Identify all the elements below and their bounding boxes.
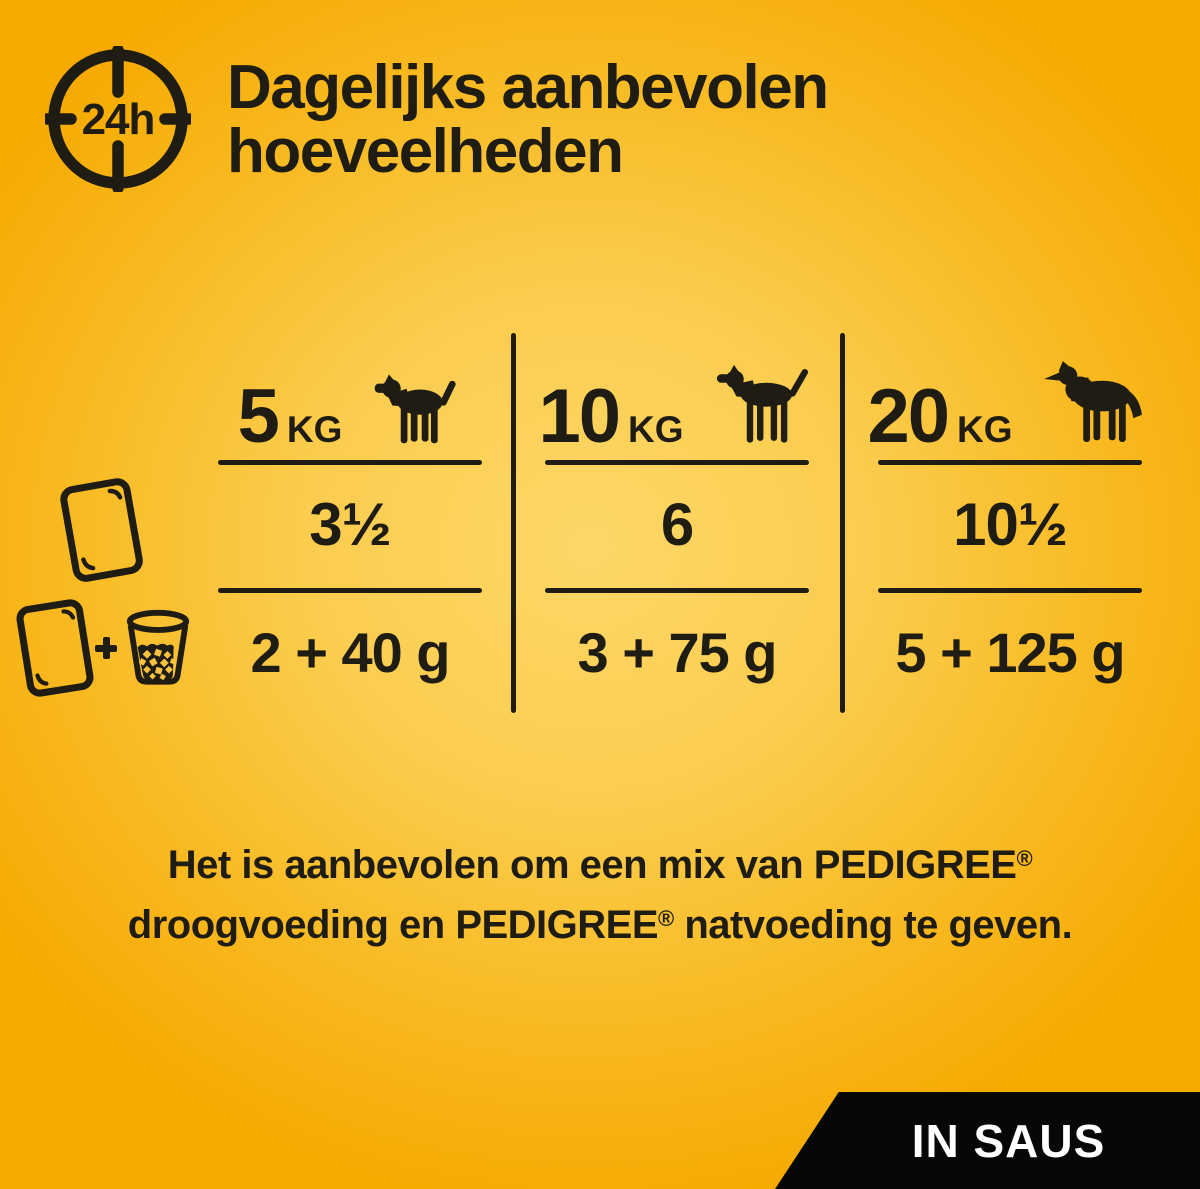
pouches-per-day-value: 10½ bbox=[953, 490, 1068, 558]
weight-value: 20 bbox=[867, 373, 950, 459]
medium-dog-icon bbox=[716, 364, 808, 443]
pouches-per-day-value: 6 bbox=[660, 490, 694, 558]
weight-unit: KG bbox=[286, 408, 343, 450]
row-divider bbox=[878, 588, 1142, 593]
banner-label: IN SAUS bbox=[911, 1114, 1106, 1167]
column-divider bbox=[840, 333, 845, 713]
registered-mark: ® bbox=[658, 905, 674, 931]
page-title: Dagelijks aanbevolen hoeveelheden bbox=[227, 53, 829, 186]
plus-icon bbox=[95, 637, 117, 659]
clock-dial-icon bbox=[45, 46, 191, 192]
24h-clock-icon: 24h bbox=[45, 46, 191, 192]
registered-mark: ® bbox=[1016, 845, 1033, 871]
header-underline bbox=[545, 460, 809, 465]
measuring-cup-icon bbox=[126, 609, 190, 685]
title-line-1: Dagelijks aanbevolen bbox=[227, 53, 829, 122]
footnote-text: Het is aanbevolen om een mix van PEDIGRE… bbox=[0, 838, 1200, 958]
pouches-per-day-value: 3½ bbox=[309, 490, 391, 558]
brand-name: PEDIGREE bbox=[455, 903, 659, 947]
pouch-icon bbox=[16, 599, 94, 697]
pouch-plus-measuring-cup-icons bbox=[16, 598, 194, 698]
mix-per-day-value: 5 + 125 g bbox=[895, 620, 1125, 684]
mix-per-day-value: 3 + 75 g bbox=[577, 620, 777, 684]
row-divider bbox=[545, 588, 809, 593]
weight-column-5kg: 5 KG 3½ 2 + 40 g bbox=[200, 338, 500, 718]
column-header: 20 KG bbox=[860, 338, 1160, 459]
header-underline bbox=[218, 460, 482, 465]
row-divider bbox=[218, 588, 482, 593]
weight-unit: KG bbox=[957, 408, 1013, 450]
24h-label: 24h bbox=[81, 95, 156, 144]
brand-name: PEDIGREE bbox=[813, 843, 1017, 887]
large-dog-icon bbox=[1043, 361, 1142, 442]
pouch-icon bbox=[55, 474, 148, 591]
footnote-line-2: droogvoeding en PEDIGREE® natvoeding te … bbox=[0, 898, 1200, 958]
weight-value: 10 bbox=[538, 373, 621, 459]
column-divider bbox=[511, 333, 516, 713]
footnote-prefix: Het is aanbevolen om een mix van bbox=[167, 843, 814, 887]
footnote-suffix: natvoeding te geven. bbox=[673, 903, 1073, 947]
column-header: 10 KG bbox=[527, 338, 827, 459]
footnote-middle: droogvoeding en bbox=[127, 903, 456, 947]
title-line-2: hoeveelheden bbox=[227, 117, 624, 186]
in-saus-banner: IN SAUS bbox=[775, 1092, 1200, 1189]
weight-value: 5 bbox=[237, 373, 280, 459]
weight-unit: KG bbox=[628, 408, 684, 450]
header-underline bbox=[878, 460, 1142, 465]
small-dog-icon bbox=[375, 374, 457, 444]
weight-column-10kg: 10 KG 6 3 + 75 g bbox=[527, 338, 827, 718]
column-header: 5 KG bbox=[200, 338, 500, 459]
footnote-line-1: Het is aanbevolen om een mix van PEDIGRE… bbox=[0, 838, 1200, 898]
mix-per-day-value: 2 + 40 g bbox=[250, 620, 450, 684]
weight-column-20kg: 20 KG 10½ bbox=[860, 338, 1160, 718]
